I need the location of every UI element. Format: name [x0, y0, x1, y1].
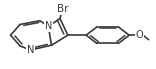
Text: N: N	[27, 45, 34, 55]
Text: N: N	[45, 21, 52, 31]
Text: O: O	[136, 30, 143, 40]
Text: Br: Br	[57, 4, 68, 14]
